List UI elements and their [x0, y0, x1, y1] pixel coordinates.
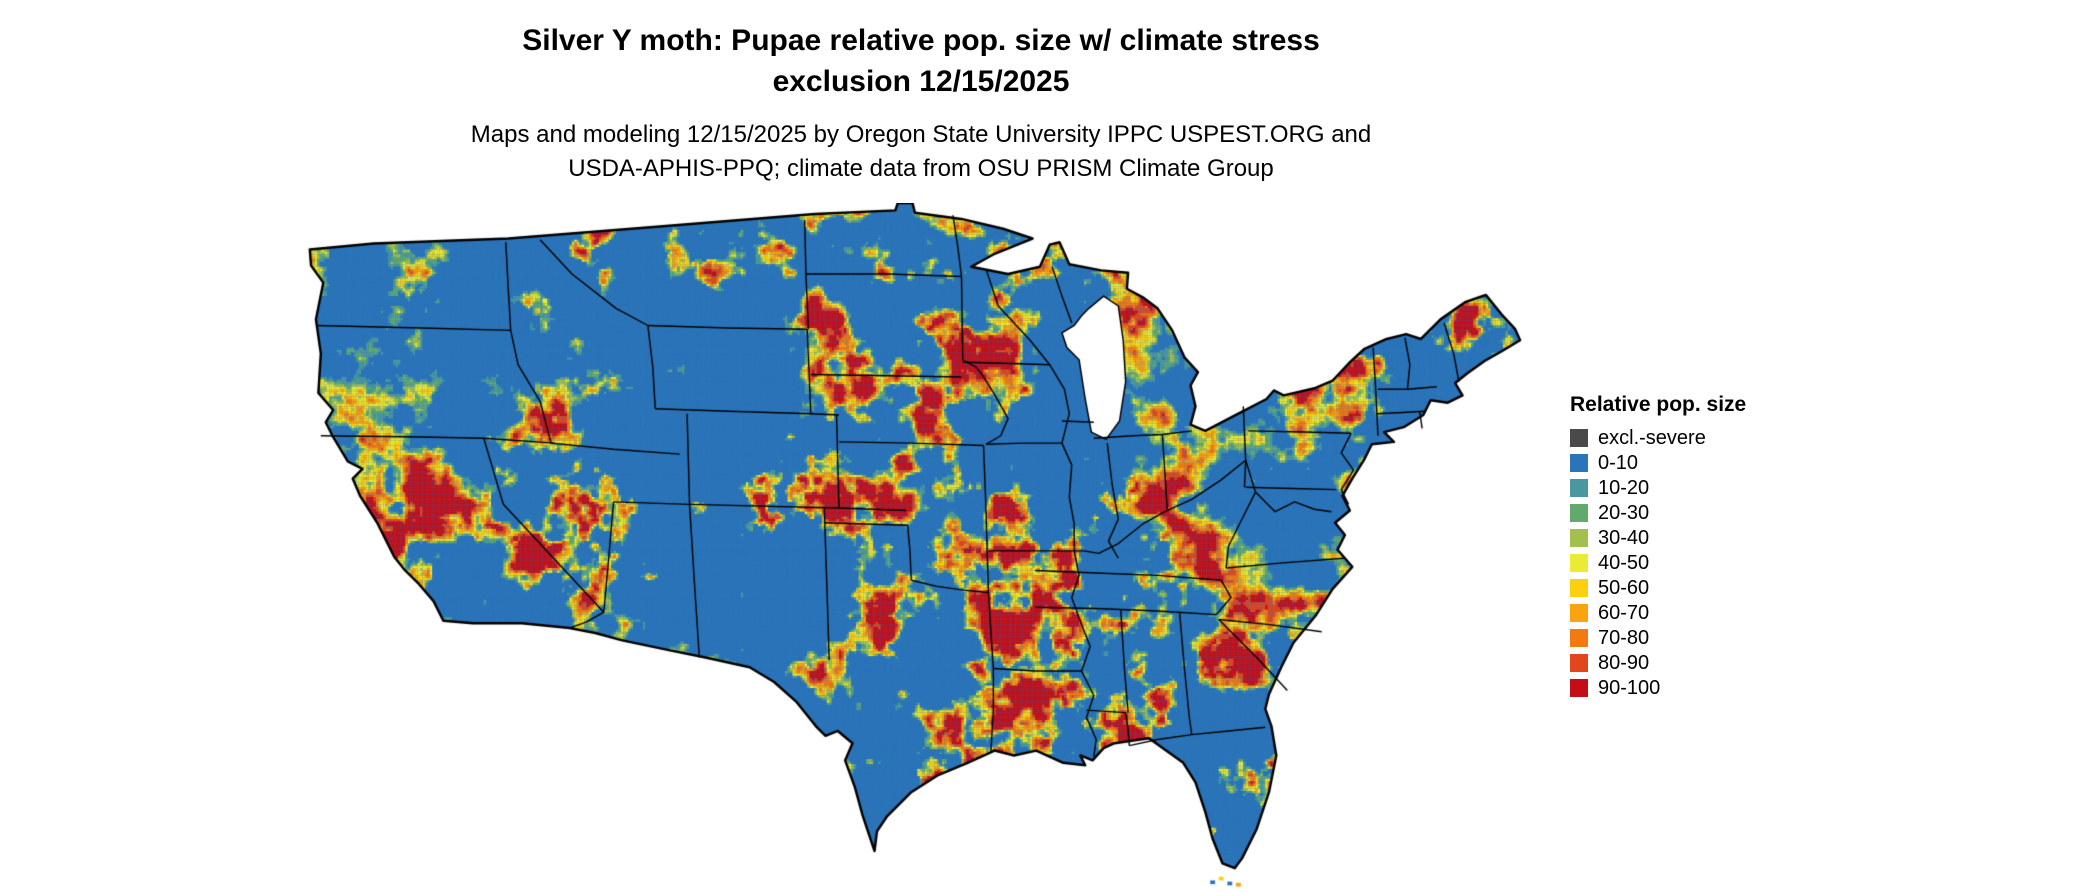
legend-item-label: 60-70 — [1598, 601, 1650, 624]
legend-item: 30-40 — [1570, 526, 1746, 549]
legend-color-swatch — [1570, 479, 1588, 497]
legend-color-swatch — [1570, 579, 1588, 597]
legend-color-swatch — [1570, 679, 1588, 697]
legend-item-label: 80-90 — [1598, 651, 1650, 674]
legend-item-label: 0-10 — [1598, 451, 1639, 474]
map-subtitle: Maps and modeling 12/15/2025 by Oregon S… — [321, 118, 1521, 186]
legend: Relative pop. size excl.-severe 0-10 10-… — [1570, 393, 1746, 704]
legend-item-label: 30-40 — [1598, 526, 1650, 549]
legend-color-swatch — [1570, 604, 1588, 622]
legend-item-label: 10-20 — [1598, 476, 1650, 499]
legend-item-label: 40-50 — [1598, 551, 1650, 574]
legend-item: 60-70 — [1570, 601, 1746, 624]
legend-item-label: excl.-severe — [1598, 426, 1706, 449]
legend-item: 80-90 — [1570, 651, 1746, 674]
legend-item-label: 70-80 — [1598, 626, 1650, 649]
legend-color-swatch — [1570, 429, 1588, 447]
legend-item-label: 50-60 — [1598, 576, 1650, 599]
legend-item-label: 20-30 — [1598, 501, 1650, 524]
legend-item: 0-10 — [1570, 451, 1746, 474]
us-map — [300, 203, 1525, 889]
legend-color-swatch — [1570, 654, 1588, 672]
legend-color-swatch — [1570, 529, 1588, 547]
legend-item: excl.-severe — [1570, 426, 1746, 449]
legend-item-label: 90-100 — [1598, 676, 1661, 699]
legend-items: excl.-severe 0-10 10-20 20-30 30-40 40-5… — [1570, 426, 1746, 699]
legend-item: 20-30 — [1570, 501, 1746, 524]
legend-title: Relative pop. size — [1570, 393, 1747, 416]
legend-item: 40-50 — [1570, 551, 1746, 574]
map-title-line2: exclusion 12/15/2025 — [772, 65, 1070, 98]
legend-color-swatch — [1570, 504, 1588, 522]
map-title: Silver Y moth: Pupae relative pop. size … — [321, 20, 1521, 102]
map-title-line1: Silver Y moth: Pupae relative pop. size … — [522, 24, 1320, 57]
us-map-canvas — [300, 203, 1525, 889]
map-subtitle-line2: USDA-APHIS-PPQ; climate data from OSU PR… — [568, 155, 1274, 182]
legend-color-swatch — [1570, 554, 1588, 572]
legend-item: 10-20 — [1570, 476, 1746, 499]
legend-item: 90-100 — [1570, 676, 1746, 699]
legend-item: 50-60 — [1570, 576, 1746, 599]
legend-item: 70-80 — [1570, 626, 1746, 649]
legend-color-swatch — [1570, 454, 1588, 472]
legend-color-swatch — [1570, 629, 1588, 647]
map-subtitle-line1: Maps and modeling 12/15/2025 by Oregon S… — [470, 121, 1372, 148]
map-header: Silver Y moth: Pupae relative pop. size … — [321, 20, 1521, 186]
